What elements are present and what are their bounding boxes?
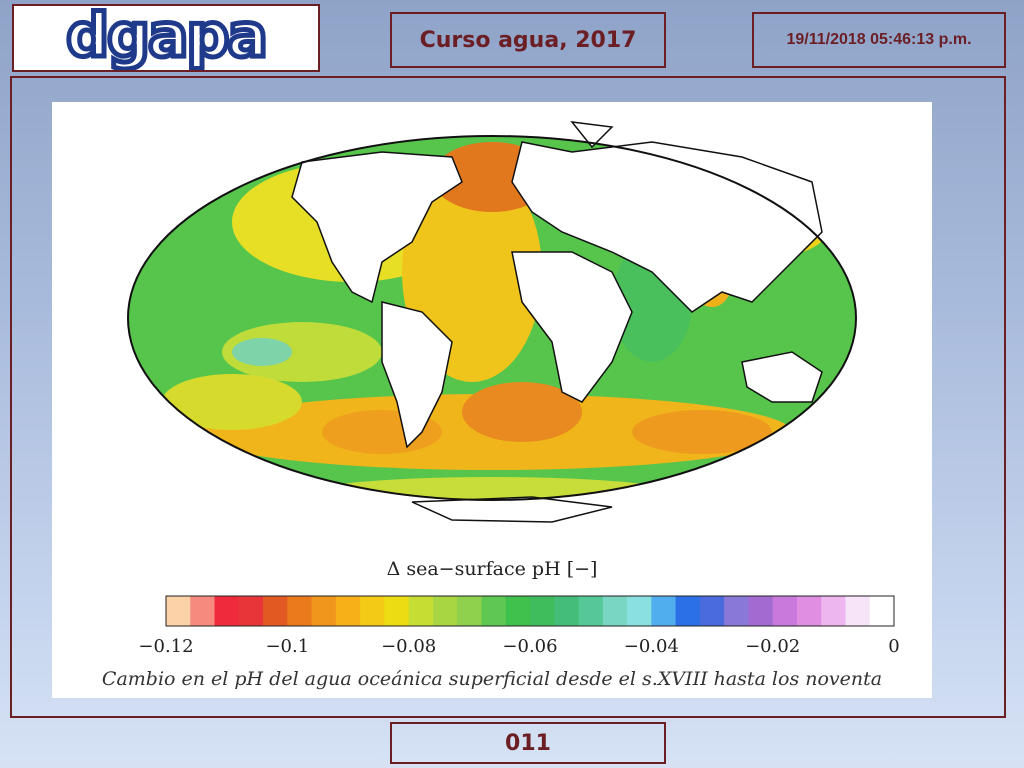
colorbar-swatch (675, 596, 701, 626)
colorbar-swatch (651, 596, 677, 626)
logo-frame: dgapa (12, 4, 320, 72)
content-frame (10, 76, 1006, 718)
colorbar-swatch (772, 596, 798, 626)
figure-caption: Cambio en el pH del agua oceánica superf… (101, 668, 883, 690)
colorbar-swatch (481, 596, 507, 626)
page-number: 011 (390, 722, 666, 764)
colorbar-swatch (530, 596, 555, 626)
colorbar-swatch (796, 596, 822, 626)
colorbar-swatch (263, 596, 288, 626)
colorbar-swatch (554, 596, 580, 626)
colorbar: −0.12 −0.1 −0.08 −0.06 −0.04 −0.02 0 (138, 595, 900, 657)
world-ph-map (127, 121, 857, 523)
colorbar-tick-label: −0.1 (265, 636, 309, 657)
colorbar-tick-label: −0.04 (624, 636, 679, 657)
colorbar-swatch (869, 596, 895, 626)
colorbar-swatch (311, 596, 337, 626)
colorbar-swatch (748, 596, 774, 626)
slide-title: Curso agua, 2017 (390, 12, 666, 68)
colorbar-swatch (287, 596, 313, 626)
colorbar-frame (165, 595, 895, 627)
colorbar-swatch (408, 596, 434, 626)
logo-text: dgapa (66, 6, 266, 70)
colorbar-tick-label: 0 (888, 636, 899, 657)
colorbar-tick-label: −0.06 (502, 636, 557, 657)
colorbar-tick-label: −0.02 (745, 636, 800, 657)
colorbar-swatch (360, 596, 385, 626)
colorbar-tick-label: −0.08 (381, 636, 436, 657)
map-outline (127, 135, 857, 501)
figure-panel: Δ sea−surface pH [−] −0.12 −0.1 −0.08 −0.06… (52, 102, 932, 698)
colorbar-swatch (821, 596, 846, 626)
colorbar-swatch (214, 596, 240, 626)
colorbar-swatch (699, 596, 725, 626)
colorbar-swatch (335, 596, 361, 626)
colorbar-swatch (602, 596, 628, 626)
colorbar-tick-label: −0.12 (138, 636, 193, 657)
colorbar-swatch (384, 596, 410, 626)
dgapa-logo: dgapa (64, 6, 271, 70)
colorbar-swatch (627, 596, 652, 626)
colorbar-swatch (166, 596, 191, 626)
datetime-stamp: 19/11/2018 05:46:13 p.m. (752, 12, 1006, 68)
colorbar-swatch (845, 596, 871, 626)
colorbar-swatch (724, 596, 749, 626)
colorbar-swatch (190, 596, 216, 626)
colorbar-swatch (578, 596, 604, 626)
colorbar-swatch (505, 596, 531, 626)
colorbar-swatch (432, 596, 458, 626)
colorbar-title: Δ sea−surface pH [−] (386, 558, 598, 580)
colorbar-swatch (238, 596, 264, 626)
colorbar-swatch (457, 596, 482, 626)
continents (291, 121, 823, 523)
